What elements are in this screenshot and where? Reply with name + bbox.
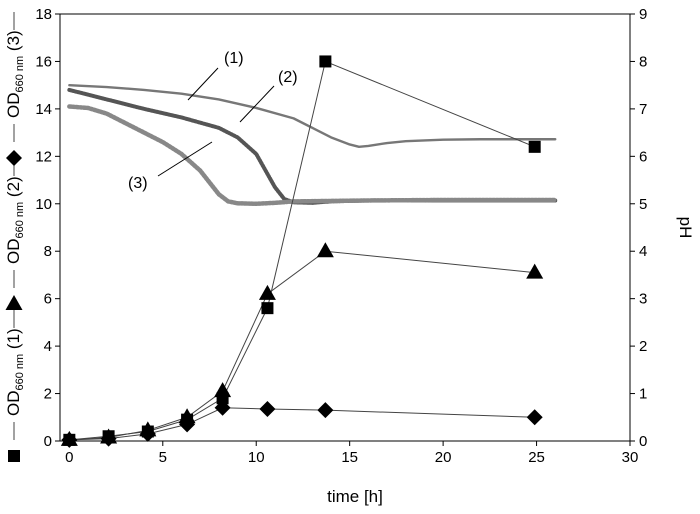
od-point-square	[261, 302, 274, 315]
y-right-tick-label: 6	[639, 148, 647, 165]
annotation-leader	[157, 141, 213, 177]
ph-curve-ph-1	[68, 83, 557, 149]
chart-axes	[59, 13, 631, 442]
curve-annotations: (1) (2) (3)	[128, 50, 298, 192]
annotation-label: (2)	[278, 69, 298, 86]
y-left-tick-label: 8	[44, 243, 52, 260]
od-point-triangle	[258, 284, 276, 300]
y-left-tick-label: 16	[35, 53, 52, 70]
x-tick-label: 15	[341, 449, 358, 466]
y-right-tick-label: 0	[639, 433, 647, 450]
legend-label: OD660 nm (3)	[4, 30, 26, 118]
y-right-tick-label: 7	[639, 101, 647, 118]
od-point-triangle	[526, 263, 544, 279]
x-axis-label: time [h]	[327, 487, 383, 506]
x-tick-label: 30	[622, 449, 639, 466]
y-left-tick-label: 10	[35, 196, 52, 213]
od-point-diamond	[259, 400, 276, 417]
annotation-leader	[239, 85, 275, 123]
x-tick-label: 25	[528, 449, 545, 466]
y-left-tick-label: 18	[35, 6, 52, 23]
y-right-tick-label: 4	[639, 243, 647, 260]
y-left-tick-label: 6	[44, 291, 52, 308]
od-point-triangle	[214, 382, 232, 398]
legend-marker-square	[8, 450, 20, 462]
x-tick-label: 5	[159, 449, 167, 466]
od-line-triangle	[69, 250, 535, 441]
od-point-diamond	[317, 402, 334, 419]
od-point-diamond	[179, 416, 196, 433]
y-right-tick-label: 8	[639, 53, 647, 70]
y-right-tick-label: 2	[639, 338, 647, 355]
od-point-diamond	[61, 431, 78, 448]
left-axis-legend: OD660 nm (1) OD660 nm (2) OD660 nm (3)	[4, 12, 26, 462]
od-point-diamond	[139, 425, 156, 442]
y-left-tick-label: 4	[44, 338, 52, 355]
plot-frame	[59, 13, 631, 442]
od-line-diamond	[69, 407, 535, 441]
x-tick-label: 0	[65, 449, 73, 466]
y-left-tick-label: 2	[44, 386, 52, 403]
y-right-tick-label: 5	[639, 196, 647, 213]
od-point-triangle	[316, 242, 334, 258]
od-point-square	[319, 55, 332, 68]
y-left-tick-label: 12	[35, 148, 52, 165]
y-right-tick-label: 9	[639, 6, 647, 23]
legend-marker-triangle	[5, 295, 23, 310]
y-right-tick-label: 3	[639, 291, 647, 308]
annotation-label: (3)	[128, 175, 148, 192]
od-point-square	[528, 140, 541, 153]
od-series	[60, 55, 544, 448]
legend-label: OD660 nm (2)	[4, 176, 26, 264]
od-line-square	[69, 60, 535, 441]
y-right-tick-label: 1	[639, 386, 647, 403]
annotation-leader	[187, 67, 219, 101]
x-tick-label: 10	[248, 449, 265, 466]
od-point-diamond	[526, 409, 543, 426]
ph-curves	[67, 83, 558, 207]
od-point-diamond	[214, 399, 231, 416]
right-axis-label: pH	[676, 217, 695, 239]
annotation-label: (1)	[224, 50, 244, 67]
legend-label: OD660 nm (1)	[4, 328, 26, 416]
ph-curve-ph-3	[67, 104, 558, 207]
x-tick-label: 20	[435, 449, 452, 466]
y-left-tick-label: 14	[35, 101, 52, 118]
y-left-tick-label: 0	[44, 433, 52, 450]
od-point-triangle	[178, 408, 196, 424]
legend-marker-diamond	[6, 150, 22, 166]
od-point-diamond	[100, 430, 117, 447]
